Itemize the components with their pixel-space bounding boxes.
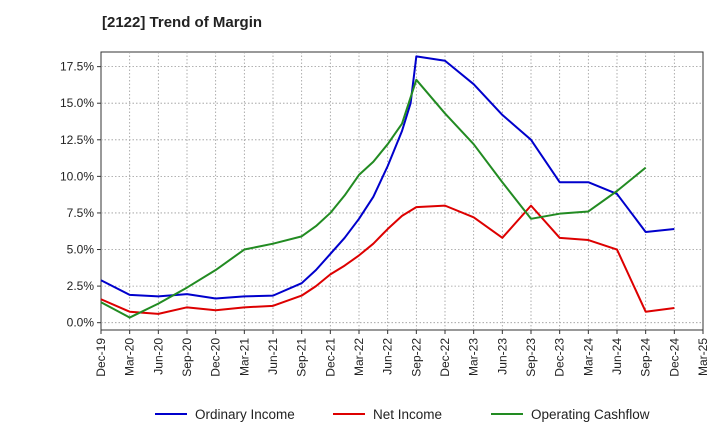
x-tick-label: Dec-22 [438,338,452,377]
legend-label-net-income: Net Income [373,407,442,422]
grid [101,52,703,330]
plot-area [100,51,704,331]
x-tick-label: Mar-24 [581,338,595,376]
legend-label-ordinary-income: Ordinary Income [195,407,295,422]
x-tick-label: Mar-20 [123,338,137,376]
x-tick-label: Dec-24 [667,338,681,377]
y-tick-label: 10.0% [60,169,94,183]
legend-label-operating-cashflow: Operating Cashflow [531,407,650,422]
x-tick-label: Sep-21 [295,338,309,377]
series-line-net-income [100,204,675,315]
y-tick-label: 15.0% [60,96,94,110]
x-tick-label: Sep-24 [639,338,653,377]
y-axis: 0.0% 2.5% 5.0% 7.5% 10.0% 12.5% 15.0% 17.5% [60,60,101,330]
y-tick-label: 17.5% [60,60,94,74]
chart-title: [2122] Trend of Margin [102,14,263,31]
x-tick-label: Jun-20 [151,338,165,375]
x-tick-label: Jun-24 [610,338,624,375]
legend: Ordinary Income Net Income Operating Cashf… [155,407,650,422]
y-tick-label: 0.0% [67,316,95,330]
series-line-operating-cashflow [100,78,647,319]
x-tick-label: Jun-22 [381,338,395,375]
y-tick-label: 5.0% [67,243,95,257]
y-tick-label: 12.5% [60,133,94,147]
x-tick-label: Sep-23 [524,338,538,377]
x-tick-label: Dec-21 [323,338,337,377]
series-line-ordinary-income [100,55,675,300]
x-tick-label: Jun-23 [495,338,509,375]
x-tick-label: Mar-23 [467,338,481,376]
y-tick-label: 7.5% [67,206,95,220]
x-tick-label: Dec-20 [209,338,223,377]
series-lines [100,55,675,319]
y-tick-label: 2.5% [67,279,95,293]
x-tick-label: Mar-21 [237,338,251,376]
x-tick-label: Dec-19 [94,338,108,377]
x-tick-label: Dec-23 [553,338,567,377]
x-tick-label: Sep-20 [180,338,194,377]
x-tick-label: Mar-25 [696,338,710,376]
x-tick-label: Jun-21 [266,338,280,375]
x-tick-label: Sep-22 [409,338,423,377]
x-axis: Dec-19 Mar-20 Jun-20 Sep-20 Dec-20 Mar-21 Jun-… [94,330,710,377]
x-tick-label: Mar-22 [352,338,366,376]
